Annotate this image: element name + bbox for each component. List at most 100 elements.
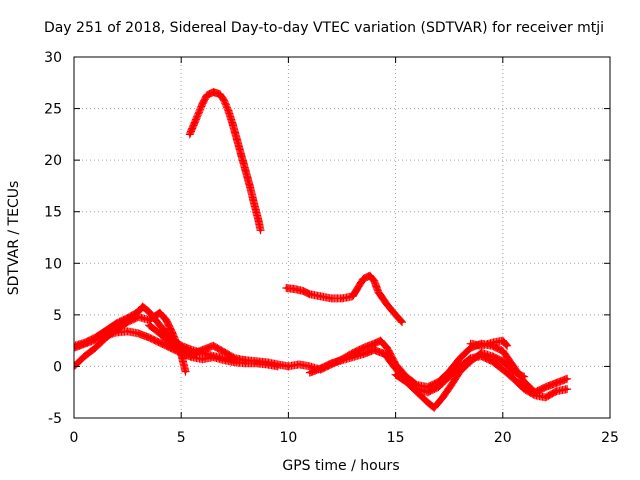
chart-title: Day 251 of 2018, Sidereal Day-to-day VTE… <box>44 20 604 36</box>
data-point <box>441 395 445 399</box>
data-series <box>74 88 572 412</box>
data-point <box>211 355 215 359</box>
data-point <box>158 331 162 335</box>
data-point <box>244 358 248 362</box>
data-point <box>319 294 323 298</box>
data-point <box>136 310 140 314</box>
data-point <box>479 351 483 355</box>
data-point <box>383 352 387 356</box>
data-point <box>190 352 194 356</box>
data-point <box>308 292 312 296</box>
data-point <box>329 296 333 300</box>
data-point <box>544 395 548 399</box>
data-point <box>83 342 87 346</box>
data-point <box>205 93 209 97</box>
data-point <box>147 318 151 322</box>
data-point <box>368 274 372 278</box>
data-point <box>276 364 280 368</box>
data-point <box>284 286 288 290</box>
data-point <box>501 349 505 353</box>
grid-lines <box>74 57 610 418</box>
data-point <box>469 346 473 350</box>
data-point <box>171 331 175 335</box>
data-point <box>458 370 462 374</box>
series-arc-late-low-b <box>305 345 572 402</box>
data-point <box>554 381 558 385</box>
data-point <box>404 380 408 384</box>
data-point <box>308 364 312 368</box>
data-point <box>211 90 215 94</box>
data-point <box>265 362 269 366</box>
data-point <box>394 313 398 317</box>
data-point <box>147 336 151 340</box>
data-point <box>479 344 483 348</box>
axis-ticks <box>73 56 611 419</box>
series-arc-high <box>185 88 265 235</box>
plot-frame <box>73 56 611 419</box>
data-point <box>490 354 494 358</box>
data-point <box>201 101 205 105</box>
data-point <box>201 348 205 352</box>
data-point <box>231 122 235 126</box>
data-point <box>93 338 97 342</box>
data-point <box>248 184 252 188</box>
data-point <box>329 361 333 365</box>
data-point <box>115 321 119 325</box>
data-point <box>183 370 187 374</box>
data-point <box>501 339 505 343</box>
data-point <box>447 375 451 379</box>
y-tick-label: -5 <box>48 411 62 427</box>
data-point <box>147 323 151 327</box>
data-point <box>385 303 389 307</box>
data-point <box>372 342 376 346</box>
data-point <box>490 341 494 345</box>
data-point <box>308 371 312 375</box>
data-point <box>372 348 376 352</box>
data-point <box>522 387 526 391</box>
data-point <box>104 328 108 332</box>
data-point <box>394 366 398 370</box>
data-point <box>361 352 365 356</box>
data-point <box>505 344 509 348</box>
data-point <box>449 383 453 387</box>
data-point <box>158 323 162 327</box>
data-point <box>522 380 526 384</box>
x-tick-label: 5 <box>177 430 186 446</box>
data-point <box>239 153 243 157</box>
data-point <box>196 112 200 116</box>
data-point <box>512 377 516 381</box>
data-point <box>259 228 263 232</box>
data-point <box>254 361 258 365</box>
data-point <box>544 385 548 389</box>
x-tick-label: 10 <box>279 430 297 446</box>
data-point <box>244 168 248 172</box>
y-tick-label: 15 <box>44 205 62 221</box>
data-point <box>400 320 404 324</box>
data-point <box>565 387 569 391</box>
data-point <box>136 331 140 335</box>
data-point <box>501 359 505 363</box>
data-point <box>533 393 537 397</box>
y-axis-label: SDTVAR / TECUs <box>6 181 22 296</box>
data-point <box>361 346 365 350</box>
data-point <box>469 342 473 346</box>
data-point <box>436 385 440 389</box>
data-point <box>340 358 344 362</box>
series-arc-late-low-c <box>391 349 529 412</box>
data-point <box>351 294 355 298</box>
data-point <box>340 296 344 300</box>
y-tick-label: 0 <box>53 359 62 375</box>
data-point <box>469 359 473 363</box>
data-point <box>147 310 151 314</box>
data-point <box>226 109 230 113</box>
data-point <box>83 354 87 358</box>
y-tick-label: 25 <box>44 102 62 118</box>
data-point <box>522 375 526 379</box>
data-point <box>355 287 359 291</box>
data-point <box>415 390 419 394</box>
data-point <box>126 320 130 324</box>
series-arc-mid <box>282 271 406 327</box>
data-point <box>218 92 222 96</box>
